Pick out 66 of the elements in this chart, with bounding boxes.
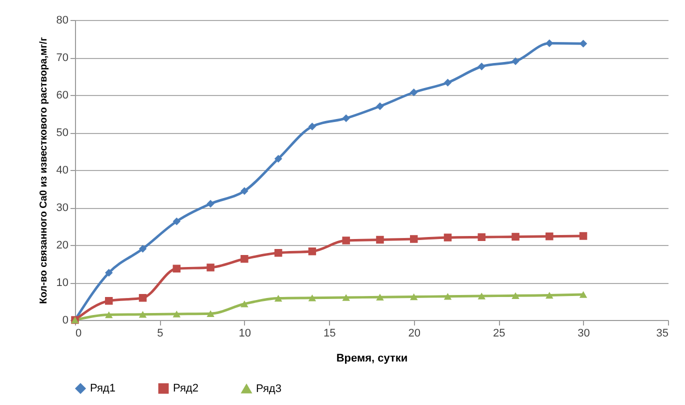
point (512, 57, 520, 66)
point (308, 122, 316, 130)
x-tick-label: 20 (408, 328, 420, 340)
y-tick-label: 50 (56, 127, 68, 139)
point (274, 249, 282, 257)
point (478, 233, 486, 241)
y-tick-label: 60 (56, 90, 68, 102)
legend-label: Ряд2 (173, 382, 198, 395)
point (410, 293, 418, 300)
y-tick-label: 0 (62, 314, 68, 326)
point (342, 114, 350, 122)
point (512, 292, 520, 299)
point (274, 294, 282, 302)
point (444, 78, 452, 86)
point (410, 235, 418, 243)
x-tick-label: 30 (578, 328, 590, 340)
point (172, 264, 181, 272)
point (172, 218, 181, 226)
point (240, 255, 248, 263)
point (376, 102, 384, 110)
y-tick-label: 40 (56, 164, 68, 176)
point (376, 236, 384, 244)
point (138, 311, 147, 318)
point (308, 294, 316, 302)
point (138, 294, 147, 302)
x-tick-label: 10 (238, 328, 252, 340)
point (579, 291, 588, 298)
y-axis-title: Кол-во связанного Ca0 из известкового раствора,мг/г (38, 37, 50, 304)
y-tick-label: 10 (56, 277, 68, 289)
point (342, 236, 350, 244)
x-tick-label: 0 (76, 328, 82, 340)
y-tick-label: 20 (56, 240, 68, 252)
point (342, 294, 350, 301)
point (376, 294, 384, 300)
point (478, 62, 486, 70)
y-tick-label: 70 (56, 52, 68, 64)
x-tick-label: 5 (157, 328, 164, 340)
point (206, 264, 214, 272)
point (274, 154, 282, 163)
point (206, 310, 214, 317)
point (105, 268, 113, 277)
y-tick-label: 80 (56, 14, 68, 26)
point (546, 232, 554, 240)
point (579, 40, 588, 48)
point (579, 232, 588, 240)
point (478, 292, 486, 300)
point (410, 88, 418, 96)
point (444, 293, 452, 300)
point (308, 248, 316, 256)
point (546, 292, 554, 299)
x-axis-title: Время, сутки (336, 352, 408, 364)
x-tick-label: 15 (324, 328, 336, 340)
point (138, 244, 147, 253)
point (512, 232, 520, 241)
legend-label: Ряд1 (90, 382, 116, 395)
point (105, 311, 113, 318)
x-tick-label: 35 (656, 328, 668, 340)
x-tick-label: 25 (492, 328, 506, 340)
point (444, 234, 452, 242)
point (240, 300, 248, 308)
y-tick-label: 30 (56, 202, 68, 214)
legend-label: Ряд3 (256, 382, 282, 395)
point (240, 187, 248, 195)
point (206, 200, 214, 208)
point (105, 297, 113, 305)
point (172, 310, 181, 318)
